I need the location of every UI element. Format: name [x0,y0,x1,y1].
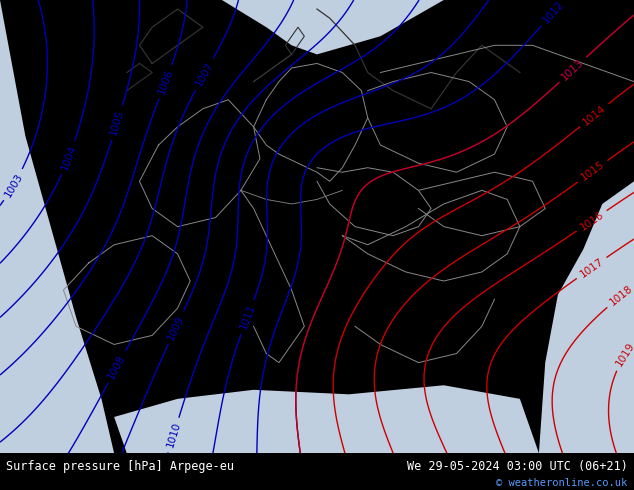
Text: 1015: 1015 [579,160,606,183]
Text: 1019: 1019 [614,341,634,368]
Polygon shape [222,0,444,54]
Text: 1017: 1017 [578,256,605,280]
Polygon shape [539,181,634,453]
Text: 1009: 1009 [166,314,186,342]
Text: 1018: 1018 [608,284,634,308]
Text: 1010: 1010 [165,421,182,449]
Text: 1014: 1014 [581,103,607,127]
Text: We 29-05-2024 03:00 UTC (06+21): We 29-05-2024 03:00 UTC (06+21) [407,460,628,473]
Text: 1003: 1003 [3,171,25,199]
Text: 1004: 1004 [59,144,78,172]
Text: 1007: 1007 [193,60,215,88]
Text: 1008: 1008 [107,353,127,381]
Text: 1012: 1012 [541,0,566,25]
Text: 1013: 1013 [560,57,586,82]
Text: 1013: 1013 [560,57,586,82]
Polygon shape [0,0,114,453]
Text: 1011: 1011 [238,303,257,331]
Polygon shape [114,385,539,453]
Text: Surface pressure [hPa] Arpege-eu: Surface pressure [hPa] Arpege-eu [6,460,235,473]
Text: 1005: 1005 [108,109,126,137]
Text: © weatheronline.co.uk: © weatheronline.co.uk [496,478,628,489]
Text: 1006: 1006 [156,68,174,96]
Text: 1016: 1016 [578,209,605,232]
